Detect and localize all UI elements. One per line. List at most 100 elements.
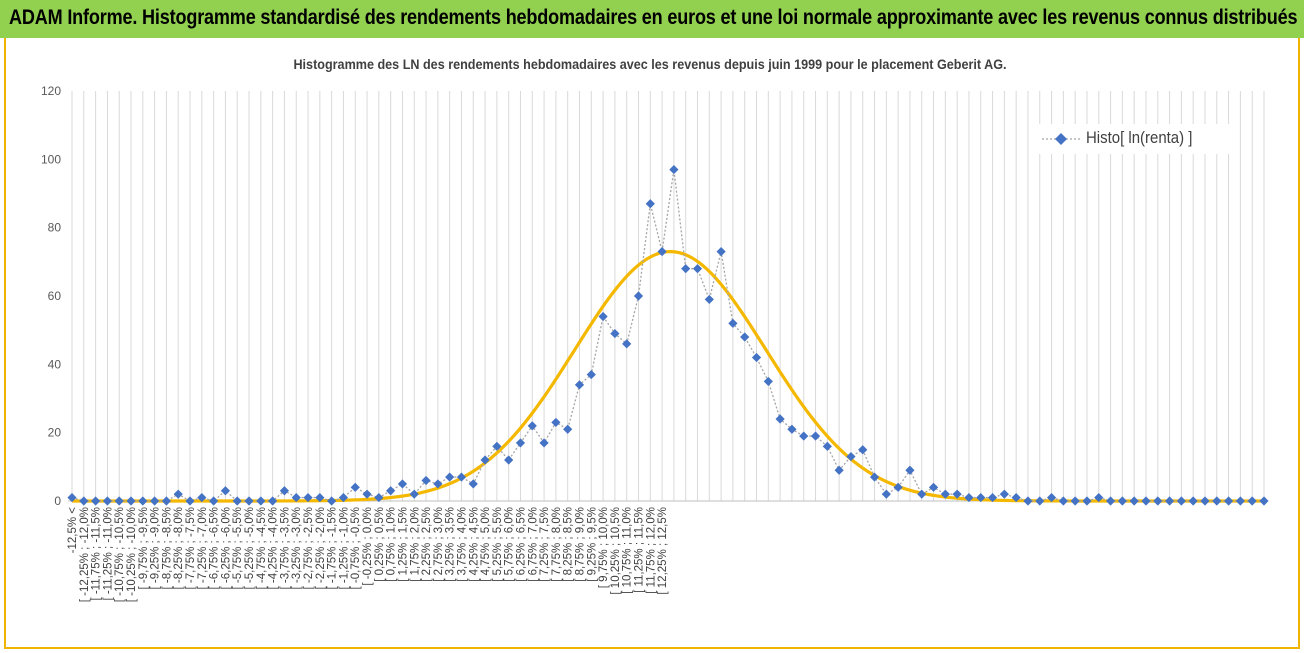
histogram-point — [893, 482, 903, 492]
histogram-point — [787, 424, 797, 434]
x-tick-label: [ -6,75% ; -6,5% — [209, 507, 221, 589]
histogram-point — [775, 414, 785, 424]
histogram-point — [173, 489, 183, 499]
histogram-point — [1058, 496, 1068, 506]
banner-title: ADAM Informe. Histogramme standardisé de… — [9, 6, 1298, 29]
histogram-point — [1046, 492, 1057, 503]
histogram-point — [1153, 496, 1163, 506]
histogram-point — [976, 492, 986, 503]
x-tick-label: [ -12,25% ; -12,0% — [79, 507, 91, 602]
histogram-point — [102, 496, 113, 506]
histogram-point — [492, 441, 502, 451]
histogram-point — [291, 492, 301, 503]
x-tick-label: [ -2,25% ; -2,0% — [315, 507, 327, 589]
histogram-point — [350, 482, 360, 492]
histogram-point — [869, 472, 880, 482]
x-tick-label: [ 8,25% ; 8,5% — [563, 507, 575, 582]
histogram-point — [751, 352, 762, 363]
histogram-point — [1188, 496, 1198, 506]
histogram-point — [504, 455, 514, 465]
histogram-point — [126, 496, 136, 506]
histogram-point — [1129, 496, 1139, 506]
histogram-point — [704, 294, 714, 305]
histogram-point — [858, 445, 868, 455]
histogram-point — [1235, 496, 1245, 506]
histogram-point — [1070, 496, 1080, 506]
histogram-point — [445, 472, 455, 482]
histogram-point — [1200, 496, 1210, 506]
x-tick-label: [ 5,25% ; 5,5% — [492, 507, 504, 582]
histogram-point — [1035, 496, 1045, 506]
y-tick-label: 120 — [41, 84, 61, 98]
histogram-series-layer — [67, 164, 1269, 506]
x-tick-label: [ 10,75% ; 11,0% — [622, 507, 634, 594]
x-tick-label: [ 11,75% ; 12,0% — [645, 507, 657, 594]
x-tick-label: [ -0,75% ; -0,5% — [350, 507, 362, 589]
legend: Histo[ ln(renta) ] — [1038, 124, 1238, 154]
x-tick-label: [ 7,25% ; 7,5% — [539, 507, 551, 582]
title-banner: ADAM Informe. Histogramme standardisé de… — [0, 0, 1304, 38]
histogram-point — [421, 475, 431, 486]
histogram-point — [244, 496, 254, 506]
histogram-point — [610, 328, 620, 339]
x-tick-label: [ 0,75% ; 1,0% — [386, 507, 398, 582]
histogram-point — [740, 332, 750, 342]
x-tick-label: [ -3,25% ; -3,0% — [291, 507, 303, 589]
histogram-point — [905, 465, 915, 475]
x-tick-label: [ -1,25% ; -1,0% — [338, 507, 350, 589]
grid-lines — [71, 91, 1265, 501]
histogram-point — [834, 465, 844, 475]
x-tick-label: [ 2,25% ; 2,5% — [421, 507, 433, 582]
legend-label: Histo[ ln(renta) ] — [1086, 128, 1193, 147]
histogram-point — [1105, 496, 1116, 506]
x-tick-label: [ 3,25% ; 3,5% — [445, 507, 457, 582]
histogram-point — [279, 486, 290, 496]
histogram-point — [232, 496, 242, 506]
x-tick-label: [ 6,25% ; 6,5% — [515, 507, 527, 582]
histogram-point — [987, 492, 998, 503]
histogram-point — [799, 431, 809, 441]
x-tick-label: [ 4,75% ; 5,0% — [480, 507, 492, 582]
histogram-point — [633, 291, 644, 301]
histogram-point — [1223, 496, 1234, 506]
y-tick-label: 20 — [48, 426, 62, 440]
x-tick-label: [ 2,75% ; 3,0% — [433, 507, 445, 582]
histogram-point — [917, 489, 927, 499]
histogram-point — [1023, 496, 1033, 506]
histogram-point — [1082, 496, 1092, 506]
histogram-point — [846, 451, 856, 462]
chart-title: Histogramme des LN des rendements hebdom… — [293, 56, 1007, 72]
histogram-point — [1117, 496, 1127, 506]
histogram-point — [209, 496, 219, 506]
histogram-point — [716, 246, 726, 257]
histogram-point — [386, 486, 396, 496]
legend-marker — [1042, 133, 1080, 145]
histogram-point — [315, 492, 325, 503]
x-tick-label: [ 10,25% ; 10,5% — [610, 507, 622, 595]
x-tick-label: [ -5,75% ; -5,5% — [232, 507, 244, 589]
histogram-point — [338, 492, 349, 503]
histogram-point — [268, 496, 278, 506]
histogram-point — [397, 479, 408, 489]
histogram-line — [71, 169, 1264, 502]
histogram-point — [1176, 496, 1186, 506]
histogram-point — [940, 489, 950, 499]
y-tick-label: 60 — [48, 289, 62, 303]
histogram-point — [527, 421, 537, 431]
x-tick-label: [ 1,25% ; 1,5% — [397, 507, 409, 582]
histogram-point — [586, 369, 596, 380]
x-tick-label: [ 7,75% ; 8,0% — [551, 507, 563, 582]
histogram-point — [480, 455, 490, 465]
x-tick-label: [ 11,25% ; 11,5% — [633, 507, 645, 593]
histogram-point — [598, 311, 608, 322]
histogram-point — [622, 339, 632, 349]
x-tick-label: [ -5,25% ; -5,0% — [244, 507, 256, 589]
histogram-point — [362, 489, 372, 499]
histogram-point — [79, 496, 89, 506]
histogram-point — [692, 264, 703, 274]
histogram-point — [563, 424, 573, 434]
y-tick-label: 80 — [48, 221, 62, 235]
histogram-point — [574, 380, 585, 390]
histogram-point — [256, 496, 266, 506]
x-tick-label: [ 8,75% ; 9,0% — [574, 507, 586, 582]
